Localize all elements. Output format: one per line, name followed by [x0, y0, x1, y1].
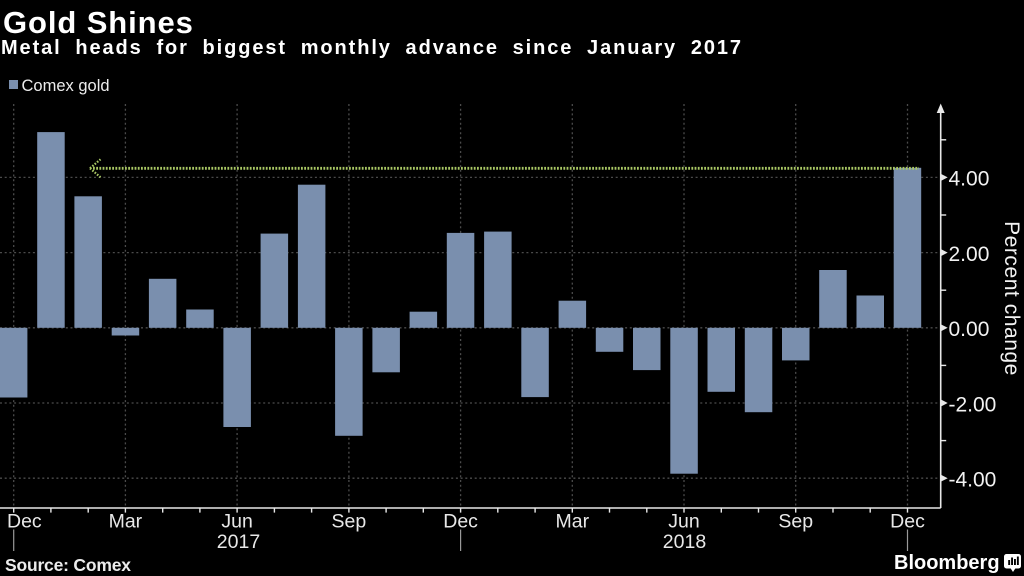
svg-text:Jun: Jun — [221, 511, 252, 533]
svg-text:Sep: Sep — [332, 511, 367, 533]
svg-text:-2.00: -2.00 — [949, 393, 997, 416]
svg-text:2017: 2017 — [217, 531, 260, 553]
svg-text:Percent change: Percent change — [1000, 221, 1023, 376]
svg-text:Mar: Mar — [556, 511, 590, 533]
svg-text:2.00: 2.00 — [949, 243, 990, 266]
svg-text:4.00: 4.00 — [949, 168, 990, 191]
svg-text:Dec: Dec — [7, 511, 42, 533]
svg-text:Mar: Mar — [109, 511, 143, 533]
svg-text:Sep: Sep — [778, 511, 813, 533]
svg-text:Dec: Dec — [890, 511, 925, 533]
svg-text:0.00: 0.00 — [949, 318, 990, 341]
svg-text:-4.00: -4.00 — [949, 469, 997, 492]
svg-text:2018: 2018 — [663, 531, 706, 553]
svg-text:Jun: Jun — [668, 511, 699, 533]
svg-text:Dec: Dec — [443, 511, 478, 533]
